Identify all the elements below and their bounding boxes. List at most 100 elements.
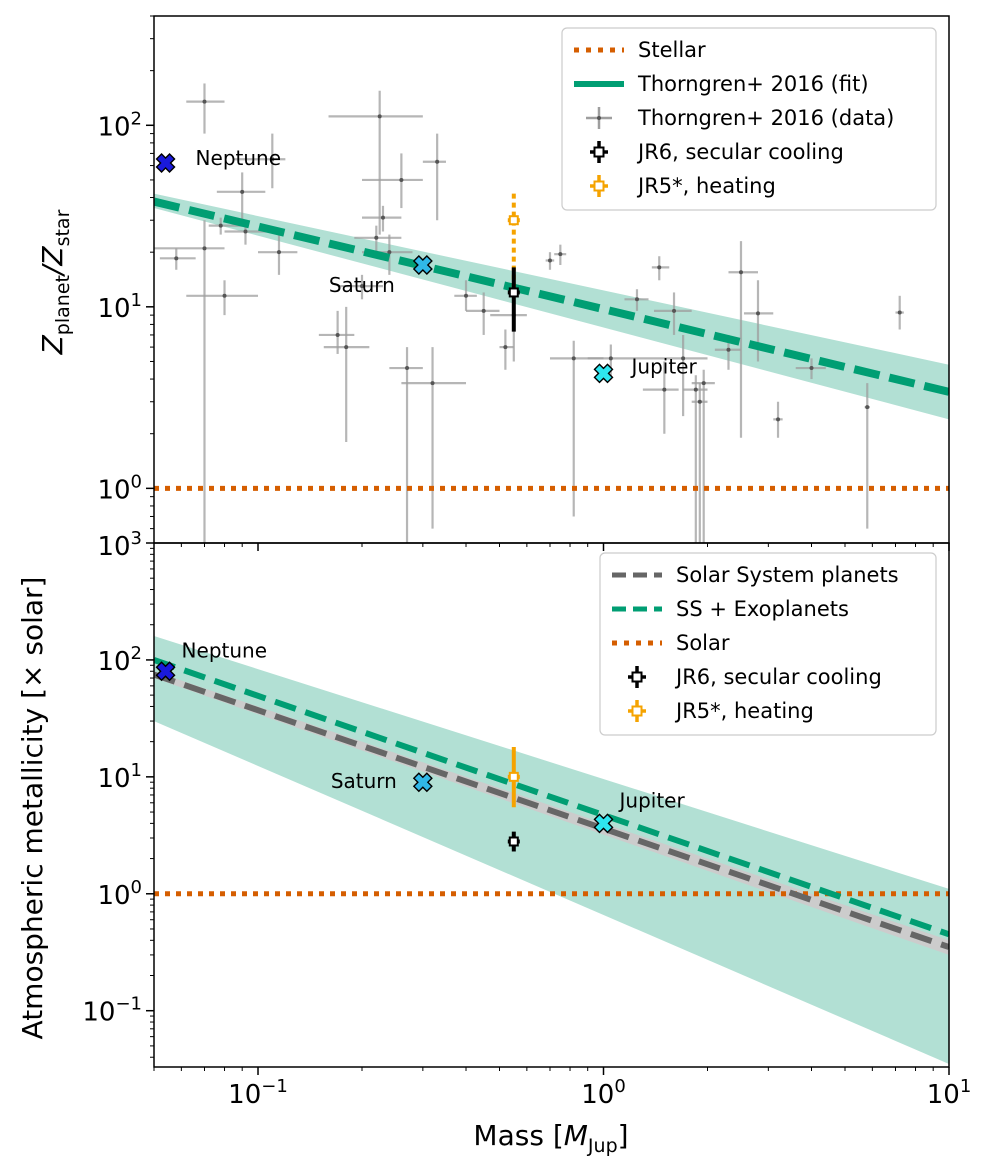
- bottom-legend: Solar System planets SS + Exoplanets Solar…: [599, 552, 937, 736]
- data-point: [202, 99, 207, 104]
- legend-label: Stellar: [638, 38, 706, 62]
- planet-label-jupiter: Jupiter: [618, 788, 686, 812]
- data-point: [240, 189, 245, 194]
- data-point: [558, 252, 563, 257]
- legend-label: JR5*, heating: [674, 699, 814, 723]
- data-point: [430, 381, 435, 386]
- data-point: [435, 159, 440, 164]
- bottom-y-tick-label: 100: [97, 877, 142, 911]
- bottom-y-tick-label: 101: [97, 760, 142, 794]
- bottom-panel: Solar System planets SS + Exoplanets Solar…: [16, 528, 971, 1157]
- top-y-tick-label: 101: [97, 290, 142, 324]
- jr5-marker: [508, 215, 519, 226]
- planet-marker-saturn: [412, 255, 433, 275]
- data-point: [335, 332, 340, 337]
- data-point: [399, 177, 404, 182]
- jr5-marker: [508, 771, 519, 782]
- planet-marker-saturn: [412, 772, 433, 793]
- data-point: [755, 311, 760, 316]
- data-point: [344, 345, 349, 350]
- planet-label-saturn: Saturn: [331, 769, 397, 793]
- data-point: [672, 308, 677, 313]
- top-panel: Stellar Thorngren+ 2016 (fit) Thorngren+ 2…: [36, 15, 950, 551]
- data-point: [405, 366, 410, 371]
- planet-marker-neptune: [155, 661, 176, 682]
- data-point: [897, 310, 902, 315]
- data-point: [657, 265, 662, 270]
- data-point: [202, 246, 207, 251]
- data-point: [222, 293, 227, 298]
- legend-swatch: [631, 705, 643, 717]
- bottom-y-tick-label: 10−1: [82, 994, 142, 1028]
- top-y-tick-label: 100: [97, 471, 142, 505]
- legend-swatch: [597, 116, 601, 120]
- data-point: [547, 258, 552, 263]
- data-point: [387, 250, 392, 255]
- legend-box: [561, 27, 937, 211]
- data-point: [243, 229, 248, 234]
- top-y-ticks: 100 101 102: [97, 15, 154, 544]
- bottom-x-ticks: 10−1 100 101: [153, 1067, 972, 1110]
- ss-fit-line: [154, 671, 949, 950]
- bottom-y-tick-label: 103: [97, 528, 142, 562]
- bottom-y-ticks: 10−1 100 101 102 103: [82, 528, 154, 1058]
- bottom-plot-area: [154, 636, 949, 1065]
- top-y-tick-label: 102: [97, 108, 142, 142]
- data-point: [174, 256, 179, 261]
- legend-box: [599, 552, 937, 736]
- data-point: [701, 381, 706, 386]
- legend-label: Solar: [676, 631, 730, 655]
- legend-label: JR5*, heating: [636, 174, 776, 198]
- planet-label-neptune: Neptune: [182, 638, 267, 662]
- data-point: [681, 356, 686, 361]
- planet-marker-jupiter: [593, 363, 614, 384]
- legend-label: Solar System planets: [676, 563, 899, 587]
- legend-label: Thorngren+ 2016 (fit): [637, 72, 869, 96]
- top-legend: Stellar Thorngren+ 2016 (fit) Thorngren+ 2…: [561, 27, 937, 211]
- bottom-frame: [153, 542, 950, 1068]
- data-point: [693, 387, 698, 392]
- data-point: [374, 235, 379, 240]
- data-point: [865, 405, 870, 410]
- data-point: [571, 356, 576, 361]
- data-point: [738, 270, 743, 275]
- data-point: [276, 250, 281, 255]
- x-tick-label: 10−1: [228, 1076, 288, 1110]
- planet-label-neptune: Neptune: [196, 146, 281, 170]
- x-tick-label: 101: [927, 1076, 972, 1110]
- data-point: [634, 297, 639, 302]
- top-plot-area: [154, 83, 949, 543]
- fit-line: [154, 197, 949, 396]
- legend-label: JR6, secular cooling: [636, 140, 844, 164]
- data-point: [697, 399, 702, 404]
- bottom-y-axis-label: Atmospheric metallicity [× solar]: [16, 577, 49, 1040]
- top-y-axis-label: Zplanet/Zstar: [36, 209, 74, 355]
- planet-marker-neptune: [155, 152, 176, 173]
- legend-swatch: [631, 671, 643, 683]
- data-point: [776, 417, 781, 422]
- jr6-marker: [508, 287, 519, 298]
- data-point: [218, 223, 223, 228]
- legend-swatch: [593, 180, 605, 192]
- data-point: [726, 347, 731, 352]
- data-point: [503, 345, 508, 350]
- data-point: [481, 308, 486, 313]
- legend-label: JR6, secular cooling: [674, 665, 882, 689]
- bottom-y-tick-label: 102: [97, 643, 142, 677]
- data-point: [360, 284, 365, 289]
- exo-fit-line: [154, 657, 949, 938]
- planet-label-jupiter: Jupiter: [630, 354, 698, 378]
- data-point: [809, 366, 814, 371]
- data-point: [662, 387, 667, 392]
- x-axis-label: Mass [MJup]: [473, 1119, 628, 1157]
- planet-marker-jupiter: [593, 813, 614, 834]
- legend-swatch: [593, 146, 605, 158]
- jr6-marker: [508, 836, 519, 847]
- data-point: [608, 356, 613, 361]
- x-tick-label: 100: [581, 1076, 626, 1110]
- legend-label: SS + Exoplanets: [676, 597, 849, 621]
- data-point: [270, 157, 275, 162]
- data-point: [380, 215, 385, 220]
- planet-label-saturn: Saturn: [329, 273, 395, 297]
